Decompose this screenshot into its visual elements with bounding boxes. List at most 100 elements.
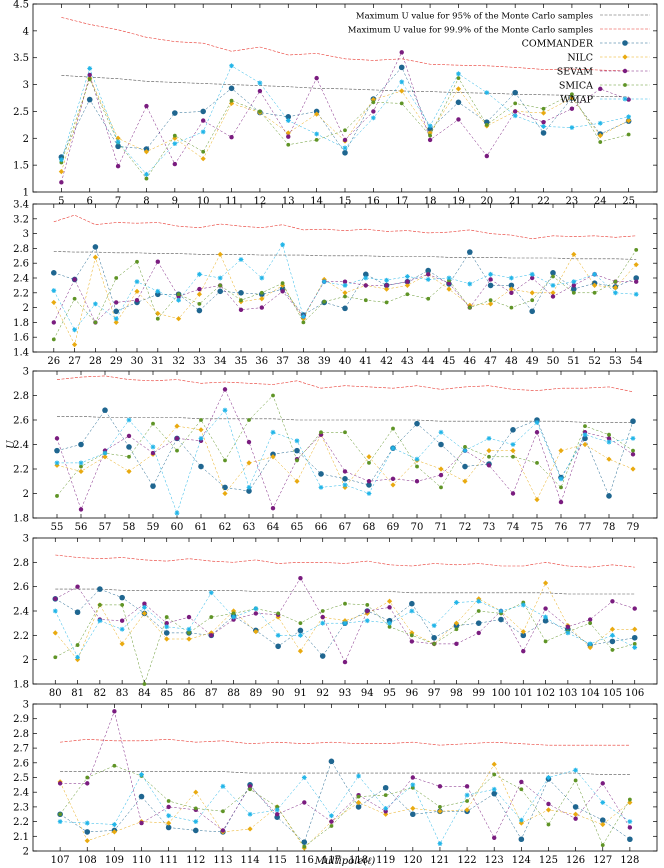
data-point-sevam: [298, 575, 303, 581]
panel-5: 2 2.1 2.2 2.3 2.4 2.5 2.6 2.7 2.8 2.9 3 107 108 109 11…: [13, 700, 658, 867]
data-point-wmap: [200, 129, 206, 135]
data-point-wmap: [571, 279, 577, 285]
x-tick-label: 94: [361, 688, 374, 699]
data-point-sevam: [543, 606, 548, 611]
data-point-commander: [143, 146, 150, 152]
data-point-sevam: [85, 781, 90, 786]
data-point-commander: [313, 108, 320, 115]
legend-label-smica: SMICA: [559, 81, 593, 92]
data-point-sevam: [253, 611, 259, 616]
data-point-sevam: [610, 599, 615, 604]
data-point-smica: [399, 101, 404, 106]
x-tick-label: 78: [603, 522, 616, 533]
data-point-wmap: [384, 277, 389, 283]
y-tick-label: 2.4: [13, 440, 29, 451]
data-point-wmap: [582, 432, 588, 438]
data-point-commander: [198, 463, 204, 470]
data-point-wmap: [573, 767, 579, 773]
data-point-sevam: [134, 298, 140, 303]
data-point-wmap: [155, 288, 161, 294]
series-wmap: [52, 590, 638, 660]
y-tick-label: 2.4: [13, 607, 29, 618]
data-point-commander: [126, 444, 132, 450]
data-point-sevam: [446, 280, 452, 286]
series-nilc: [51, 251, 639, 348]
data-point-sevam: [257, 88, 263, 94]
data-point-nilc: [597, 133, 603, 139]
data-point-nilc: [84, 838, 90, 844]
data-point-nilc: [491, 761, 497, 767]
data-point-commander: [462, 463, 468, 470]
data-point-nilc: [569, 95, 575, 101]
data-point-wmap: [58, 157, 64, 163]
y-tick-label: 2.6: [13, 758, 29, 769]
data-point-wmap: [425, 277, 431, 282]
data-point-commander: [475, 620, 482, 626]
data-point-smica: [607, 432, 611, 437]
data-point-smica: [509, 305, 514, 310]
data-point-smica: [201, 149, 206, 154]
data-point-smica: [551, 274, 555, 279]
data-point-wmap: [486, 435, 492, 441]
data-point-wmap: [318, 484, 324, 490]
data-point-nilc: [200, 156, 206, 162]
data-point-smica: [492, 772, 497, 777]
data-point-smica: [426, 296, 431, 301]
y-tick-label: 3: [23, 229, 29, 240]
data-point-smica: [530, 298, 535, 303]
y-tick-label: 2: [23, 655, 29, 666]
x-tick-label: 98: [450, 688, 463, 699]
data-point-sevam: [112, 709, 117, 714]
data-point-sevam: [632, 606, 637, 611]
data-point-nilc: [438, 466, 444, 472]
y-tick-label: 2.6: [13, 582, 29, 593]
data-point-nilc: [600, 821, 606, 828]
data-point-commander: [200, 108, 206, 115]
y-tick-label: 2.2: [13, 817, 29, 828]
data-point-nilc: [508, 286, 514, 292]
data-point-wmap: [342, 482, 348, 488]
data-point-wmap: [534, 420, 540, 425]
x-tick-label: 89: [249, 688, 262, 699]
data-point-nilc: [390, 482, 396, 488]
data-point-wmap: [246, 484, 252, 490]
data-point-smica: [221, 809, 225, 814]
data-point-commander: [630, 418, 636, 425]
series-nilc: [58, 75, 632, 175]
y-tick-label: 3.4: [13, 200, 29, 211]
data-point-smica: [476, 609, 481, 613]
data-point-sevam: [229, 135, 234, 140]
x-tick-label: 87: [205, 688, 218, 699]
panel-2: 1.4 1.6 1.8 2 2.2 2.4 2.6 2.8 3 3.2 3.4 26 27 28 29 30 3…: [13, 200, 658, 367]
data-point-nilc: [383, 811, 389, 817]
x-tick-label: 67: [339, 522, 352, 533]
data-point-sevam: [383, 809, 388, 814]
data-point-nilc: [72, 342, 78, 348]
x-tick-label: 46: [463, 356, 476, 367]
data-point-nilc: [176, 316, 182, 322]
data-point-commander: [572, 804, 579, 810]
x-tick-label: 20: [480, 196, 493, 207]
data-point-smica: [592, 290, 597, 295]
data-point-nilc: [247, 826, 253, 832]
data-point-commander: [319, 653, 326, 659]
y-tick-label: 2.4: [13, 274, 29, 285]
data-point-nilc: [285, 130, 291, 136]
data-point-nilc: [275, 614, 281, 620]
data-point-wmap: [274, 807, 280, 813]
data-point-smica: [632, 641, 637, 646]
data-point-wmap: [498, 608, 504, 614]
x-tick-label: 112: [186, 855, 205, 866]
data-point-wmap: [529, 271, 535, 277]
data-point-nilc: [141, 610, 148, 617]
data-point-commander: [366, 482, 372, 488]
data-point-sevam: [119, 618, 125, 623]
x-tick-label: 75: [531, 522, 544, 533]
data-point-nilc: [217, 251, 223, 257]
legend-label-maximum-u-value-for-95-of-the-monte-carlo-samples: Maximum U value for 95% of the Monte Car…: [356, 12, 593, 22]
y-tick-label: 3.5: [13, 53, 29, 64]
data-point-sevam: [573, 816, 578, 821]
data-point-sevam: [75, 584, 80, 589]
data-point-smica: [114, 276, 119, 280]
data-point-smica: [343, 430, 347, 435]
